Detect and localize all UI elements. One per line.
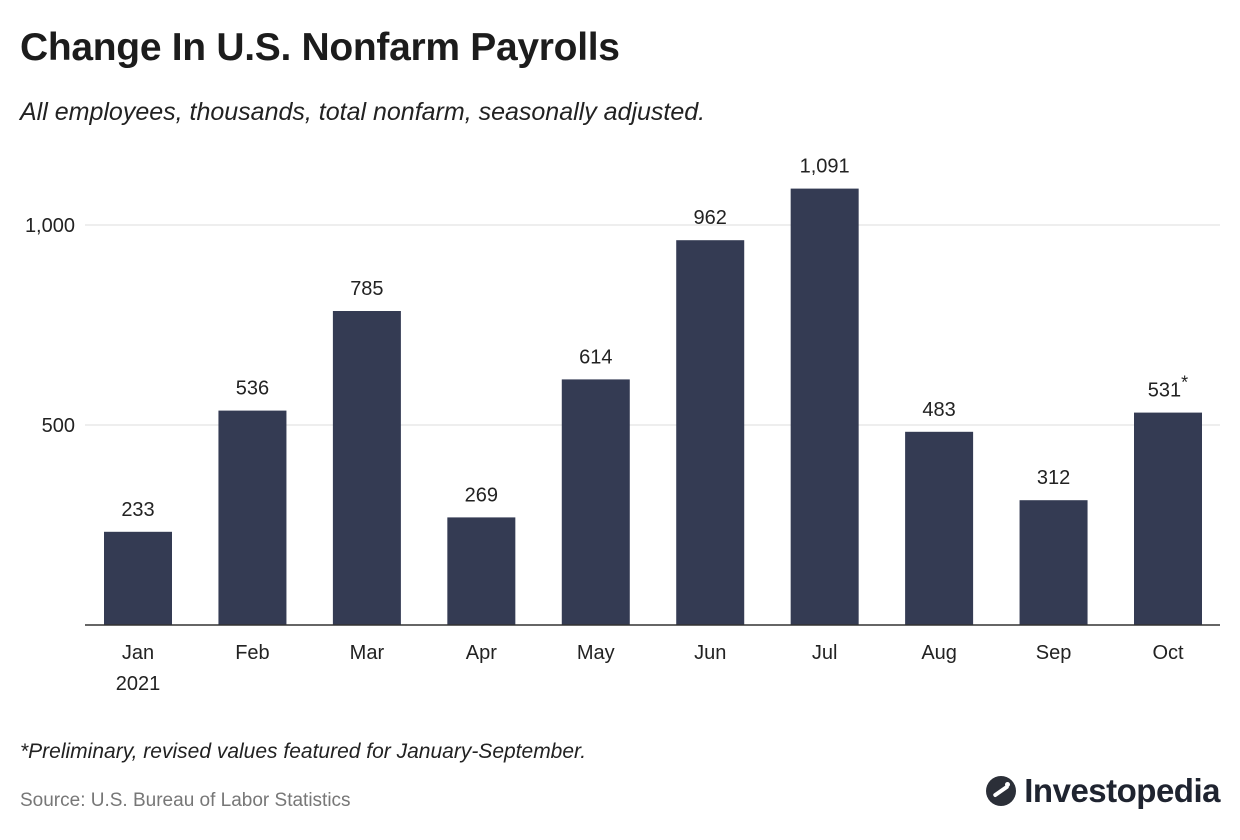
bar-value-label: 536 (236, 378, 269, 400)
chart-title: Change In U.S. Nonfarm Payrolls (20, 26, 620, 69)
bar (1134, 412, 1202, 625)
x-tick-label: Jun (694, 642, 726, 664)
x-tick-label: Sep (1036, 642, 1072, 664)
bar-value-label: 233 (121, 499, 154, 521)
chart-footnote: *Preliminary, revised values featured fo… (20, 740, 587, 763)
chart-source: Source: U.S. Bureau of Labor Statistics (20, 790, 351, 811)
bar-value-label: 312 (1037, 467, 1070, 489)
bar (332, 311, 401, 625)
x-tick-label: Oct (1152, 642, 1184, 664)
y-tick-label: 1,000 (25, 215, 75, 237)
x-tick-label: Mar (350, 642, 385, 664)
bar-value-label: 1,091 (800, 156, 850, 178)
bar-value-label: 483 (922, 399, 955, 421)
bar (905, 431, 974, 625)
preliminary-asterisk: * (1181, 373, 1188, 393)
bar-value-label: 962 (694, 207, 727, 229)
bar (561, 379, 630, 625)
x-tick-sublabel: 2021 (116, 673, 161, 695)
x-tick-label: Aug (921, 642, 957, 664)
bar (218, 410, 287, 625)
bar-value-label: 531* (1148, 373, 1188, 402)
investopedia-logo-icon (986, 776, 1017, 806)
y-tick-label: 500 (42, 415, 75, 437)
bar (104, 531, 172, 625)
x-tick-label: Feb (235, 642, 269, 664)
investopedia-logo: Investopedia (986, 772, 1220, 810)
x-tick-label: Jan (122, 642, 154, 664)
chart-subtitle: All employees, thousands, total nonfarm,… (20, 98, 706, 126)
x-tick-label: Apr (466, 642, 497, 664)
x-tick-label: Jul (812, 642, 838, 664)
bar-value-label: 614 (579, 346, 612, 368)
bar (676, 240, 745, 625)
bar (447, 517, 516, 625)
bar-value-label: 785 (350, 278, 383, 300)
logo-text: Investopedia (1024, 772, 1220, 809)
bar-value-label: 269 (465, 484, 498, 506)
x-tick-label: May (577, 642, 615, 664)
bar (1019, 500, 1088, 625)
bar (790, 188, 859, 625)
